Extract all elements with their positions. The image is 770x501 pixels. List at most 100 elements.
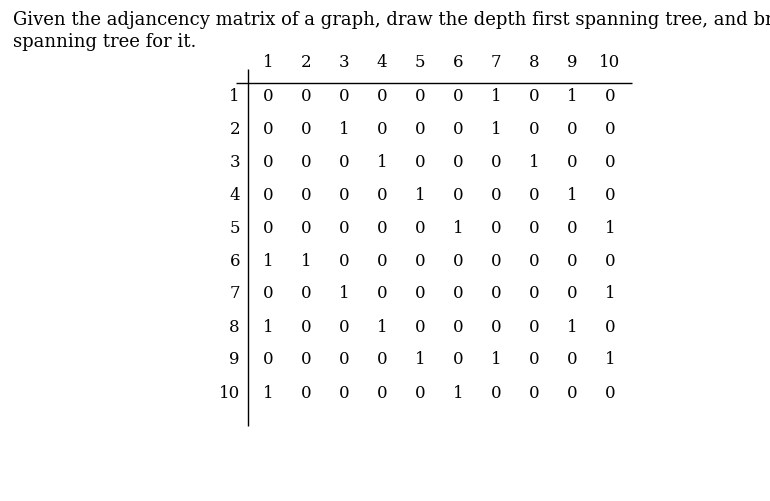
Text: 0: 0 — [415, 286, 425, 303]
Text: 0: 0 — [604, 121, 615, 137]
Text: 6: 6 — [229, 253, 240, 270]
Text: 1: 1 — [604, 286, 615, 303]
Text: 1: 1 — [263, 319, 273, 336]
Text: 1: 1 — [604, 352, 615, 369]
Text: 0: 0 — [301, 88, 311, 105]
Text: 1: 1 — [263, 54, 273, 71]
Text: 0: 0 — [490, 219, 501, 236]
Text: 1: 1 — [567, 186, 578, 203]
Text: 0: 0 — [415, 384, 425, 401]
Text: 0: 0 — [567, 121, 578, 137]
Text: 0: 0 — [339, 352, 350, 369]
Text: 0: 0 — [453, 253, 464, 270]
Text: 0: 0 — [453, 153, 464, 170]
Text: 6: 6 — [453, 54, 464, 71]
Text: 0: 0 — [263, 121, 273, 137]
Text: 0: 0 — [529, 384, 539, 401]
Text: spanning tree for it.: spanning tree for it. — [13, 33, 196, 51]
Text: 0: 0 — [604, 88, 615, 105]
Text: 0: 0 — [301, 121, 311, 137]
Text: 0: 0 — [453, 121, 464, 137]
Text: 0: 0 — [453, 88, 464, 105]
Text: 0: 0 — [377, 352, 387, 369]
Text: 0: 0 — [263, 219, 273, 236]
Text: 0: 0 — [604, 186, 615, 203]
Text: 0: 0 — [301, 153, 311, 170]
Text: 1: 1 — [567, 319, 578, 336]
Text: 0: 0 — [529, 352, 539, 369]
Text: 0: 0 — [490, 286, 501, 303]
Text: 0: 0 — [339, 253, 350, 270]
Text: 0: 0 — [301, 186, 311, 203]
Text: 0: 0 — [301, 286, 311, 303]
Text: 4: 4 — [229, 186, 240, 203]
Text: 0: 0 — [529, 253, 539, 270]
Text: 0: 0 — [377, 219, 387, 236]
Text: 1: 1 — [567, 88, 578, 105]
Text: 5: 5 — [415, 54, 425, 71]
Text: 0: 0 — [415, 121, 425, 137]
Text: 0: 0 — [339, 384, 350, 401]
Text: 7: 7 — [490, 54, 501, 71]
Text: 0: 0 — [415, 88, 425, 105]
Text: 0: 0 — [377, 121, 387, 137]
Text: 0: 0 — [263, 88, 273, 105]
Text: 0: 0 — [415, 219, 425, 236]
Text: 1: 1 — [415, 186, 425, 203]
Text: 0: 0 — [339, 153, 350, 170]
Text: 0: 0 — [567, 219, 578, 236]
Text: 0: 0 — [529, 121, 539, 137]
Text: 0: 0 — [301, 352, 311, 369]
Text: 1: 1 — [415, 352, 425, 369]
Text: 1: 1 — [339, 121, 350, 137]
Text: 2: 2 — [229, 121, 240, 137]
Text: 0: 0 — [490, 253, 501, 270]
Text: 10: 10 — [219, 384, 240, 401]
Text: 0: 0 — [567, 384, 578, 401]
Text: 0: 0 — [377, 88, 387, 105]
Text: 0: 0 — [529, 219, 539, 236]
Text: 0: 0 — [301, 319, 311, 336]
Text: 1: 1 — [229, 88, 240, 105]
Text: 0: 0 — [529, 88, 539, 105]
Text: 0: 0 — [529, 186, 539, 203]
Text: 1: 1 — [490, 121, 501, 137]
Text: 1: 1 — [604, 219, 615, 236]
Text: 1: 1 — [301, 253, 311, 270]
Text: 1: 1 — [453, 219, 464, 236]
Text: 0: 0 — [415, 319, 425, 336]
Text: 0: 0 — [453, 319, 464, 336]
Text: 0: 0 — [529, 319, 539, 336]
Text: 0: 0 — [529, 286, 539, 303]
Text: 0: 0 — [567, 352, 578, 369]
Text: 9: 9 — [567, 54, 578, 71]
Text: 0: 0 — [339, 319, 350, 336]
Text: 1: 1 — [263, 384, 273, 401]
Text: 0: 0 — [453, 286, 464, 303]
Text: 0: 0 — [604, 153, 615, 170]
Text: 0: 0 — [490, 153, 501, 170]
Text: 0: 0 — [339, 219, 350, 236]
Text: 8: 8 — [529, 54, 539, 71]
Text: 7: 7 — [229, 286, 240, 303]
Text: Given the adjancency matrix of a graph, draw the depth first spanning tree, and : Given the adjancency matrix of a graph, … — [13, 11, 770, 29]
Text: 0: 0 — [263, 153, 273, 170]
Text: 1: 1 — [490, 352, 501, 369]
Text: 0: 0 — [339, 186, 350, 203]
Text: 0: 0 — [377, 253, 387, 270]
Text: 0: 0 — [415, 253, 425, 270]
Text: 10: 10 — [599, 54, 621, 71]
Text: 1: 1 — [377, 319, 387, 336]
Text: 0: 0 — [604, 384, 615, 401]
Text: 0: 0 — [263, 186, 273, 203]
Text: 9: 9 — [229, 352, 240, 369]
Text: 8: 8 — [229, 319, 240, 336]
Text: 0: 0 — [377, 384, 387, 401]
Text: 0: 0 — [567, 153, 578, 170]
Text: 0: 0 — [604, 253, 615, 270]
Text: 1: 1 — [263, 253, 273, 270]
Text: 0: 0 — [263, 352, 273, 369]
Text: 1: 1 — [529, 153, 539, 170]
Text: 0: 0 — [490, 384, 501, 401]
Text: 0: 0 — [604, 319, 615, 336]
